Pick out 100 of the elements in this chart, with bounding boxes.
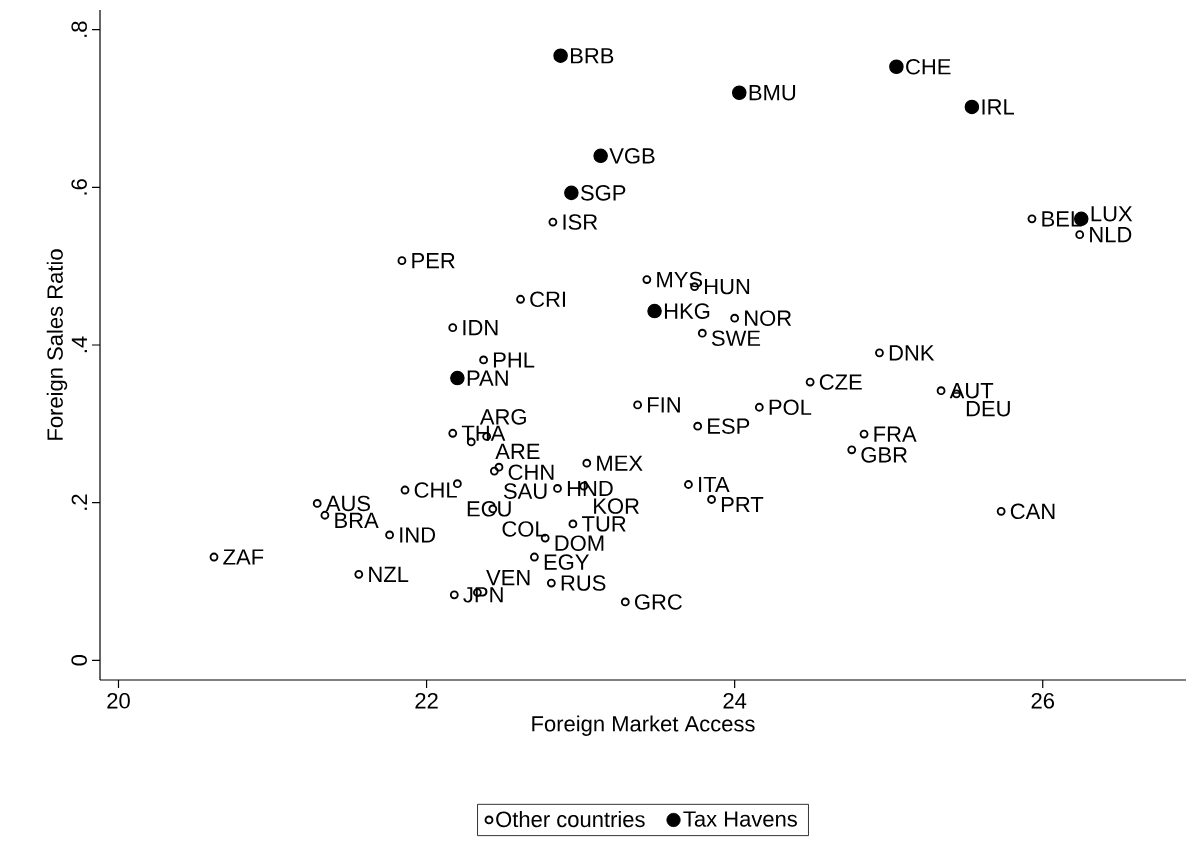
point	[693, 421, 703, 431]
annotation: PAN	[467, 370, 508, 386]
point	[684, 480, 693, 489]
annotation: HUN	[705, 278, 750, 295]
annotation: DOM	[555, 535, 604, 551]
point	[633, 400, 643, 410]
annotation: CZE	[819, 374, 862, 390]
annotation: GRC	[635, 594, 682, 610]
annotation: KOR	[594, 498, 639, 514]
point	[397, 256, 407, 266]
legend-label: Other countries	[496, 811, 645, 828]
point	[936, 386, 946, 396]
annotation: VGB	[609, 148, 655, 164]
annotation: HKG	[664, 303, 710, 319]
annotation: FIN	[648, 397, 680, 413]
point	[546, 578, 556, 588]
point	[1075, 230, 1085, 240]
annotation: THA	[461, 425, 506, 441]
legend-label: Tax Havens	[683, 811, 797, 827]
annotation: LUX	[1091, 206, 1133, 222]
y-tick-label: .6	[71, 179, 87, 195]
annotation: PRT	[721, 496, 764, 513]
y-tick-label: .8	[71, 21, 87, 37]
annotation: CAN	[1010, 503, 1055, 520]
annotation: ARE	[495, 443, 540, 459]
point	[732, 85, 747, 101]
annotation: CHN	[508, 464, 554, 481]
point	[450, 370, 465, 386]
point	[553, 484, 562, 493]
annotation: VEN	[486, 569, 530, 586]
point	[209, 552, 219, 562]
x-tick-label: 26	[1031, 693, 1055, 709]
point	[847, 445, 857, 455]
annotation: NZL	[369, 566, 409, 582]
point	[479, 355, 488, 365]
point	[889, 59, 904, 75]
annotation: BRA	[335, 512, 379, 528]
point	[697, 328, 707, 338]
annotation: CHE	[906, 58, 951, 75]
point	[449, 590, 459, 600]
point	[400, 485, 410, 495]
point	[448, 323, 458, 333]
point	[448, 428, 458, 438]
x-tick-label: 20	[107, 693, 130, 709]
point	[564, 185, 579, 201]
annotation: POL	[769, 399, 812, 416]
point	[875, 348, 884, 358]
annotation: CRI	[530, 291, 565, 308]
annotation: ARG	[479, 409, 526, 425]
annotation: IDN	[463, 320, 498, 336]
annotation: FRA	[874, 426, 917, 442]
annotation: DNK	[889, 345, 935, 361]
y-tick-label: .4	[71, 336, 87, 353]
point	[647, 303, 662, 319]
point	[312, 499, 322, 508]
annotation: DEU	[966, 401, 1010, 417]
point	[494, 462, 504, 472]
point	[530, 552, 539, 562]
point	[642, 275, 652, 284]
annotation: AUS	[325, 495, 371, 512]
annotation: GBR	[861, 447, 907, 463]
annotation: MYS	[657, 271, 703, 288]
annotation: SWE	[711, 330, 761, 347]
annotation: COL	[502, 521, 546, 537]
point	[516, 294, 525, 304]
annotation: AUT	[949, 383, 994, 399]
annotation: ESP	[708, 418, 750, 434]
annotation: ITA	[699, 476, 730, 493]
annotation: SAU	[503, 483, 547, 499]
point	[1027, 214, 1037, 224]
annotation: PHL	[493, 352, 535, 368]
point	[859, 429, 869, 439]
annotation: SGP	[580, 185, 626, 201]
point	[354, 569, 364, 579]
annotation: CHL	[414, 482, 457, 498]
y-tick-label: .2	[71, 494, 87, 510]
point	[805, 377, 815, 387]
annotation: BRB	[570, 48, 614, 64]
annotation: NLD	[1090, 227, 1132, 243]
point	[964, 99, 980, 115]
annotation: MEX	[597, 455, 643, 471]
point	[730, 313, 740, 323]
point	[568, 519, 578, 529]
annotation: RUS	[561, 575, 606, 591]
annotation: IRL	[982, 99, 1014, 115]
annotation: NOR	[745, 310, 792, 326]
x-tick-label: 22	[415, 693, 438, 709]
annotation: TUR	[582, 516, 626, 532]
point	[996, 506, 1006, 516]
point	[620, 597, 630, 607]
point	[548, 217, 558, 227]
point	[582, 458, 592, 468]
x-tick-label: 24	[723, 693, 747, 709]
annotation: ISR	[563, 214, 598, 230]
annotation: PER	[412, 253, 455, 269]
annotation: JPN	[463, 587, 503, 603]
point	[593, 148, 608, 164]
annotation: IND	[400, 527, 436, 543]
y-axis-title: Foreign Sales Ratio	[46, 249, 68, 440]
point	[489, 466, 499, 476]
